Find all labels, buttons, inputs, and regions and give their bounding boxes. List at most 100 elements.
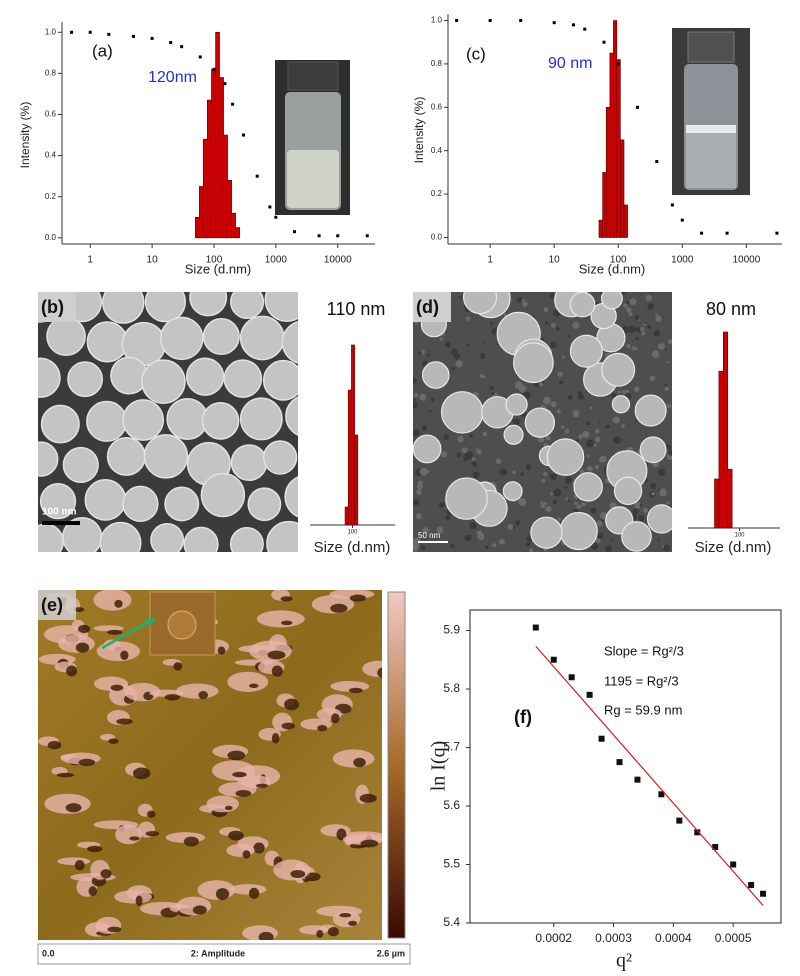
- image-label: (e): [41, 595, 63, 615]
- particle: [284, 476, 298, 518]
- particle: [38, 357, 61, 398]
- particle: [440, 391, 484, 434]
- texture: [496, 343, 499, 346]
- afm-feature: [271, 733, 280, 744]
- y-tick-label: 0.6: [431, 102, 443, 111]
- particle: [239, 397, 283, 441]
- y-tick-label: 1.0: [431, 16, 443, 25]
- texture: [572, 321, 580, 329]
- data-point: [292, 230, 296, 234]
- afm-feature: [359, 793, 377, 803]
- particle: [513, 342, 554, 384]
- afm-feature: [267, 650, 286, 660]
- y-tick-label: 0.4: [431, 146, 443, 155]
- particle: [281, 320, 298, 364]
- x-tick-label: 10: [549, 255, 561, 266]
- texture: [666, 501, 670, 505]
- texture: [445, 507, 448, 510]
- data-point: [169, 41, 173, 45]
- annotation: 90 nm: [548, 55, 592, 72]
- texture: [628, 312, 633, 317]
- texture: [632, 508, 639, 514]
- y-tick-label: 5.6: [443, 798, 460, 812]
- histogram-bar: [616, 59, 621, 238]
- afm-feature: [88, 886, 98, 897]
- particle: [40, 404, 80, 444]
- afm-feature: [192, 905, 207, 915]
- texture: [520, 472, 524, 477]
- texture: [668, 449, 672, 456]
- histogram-bar: [623, 204, 628, 238]
- afm-feature: [353, 757, 366, 768]
- texture: [441, 451, 448, 458]
- particle: [230, 444, 268, 482]
- afm-feature: [56, 772, 75, 778]
- x-axis-label: Size (d.nm): [314, 539, 391, 556]
- data-point: [655, 160, 659, 164]
- texture: [659, 488, 667, 497]
- afm-feature: [339, 913, 352, 918]
- particle: [62, 446, 99, 484]
- particle: [229, 526, 264, 552]
- texture: [557, 371, 564, 378]
- texture: [623, 303, 628, 308]
- afm-feature: [226, 843, 255, 857]
- texture: [515, 519, 521, 526]
- texture: [413, 377, 417, 384]
- x-axis-label: Size (d.nm): [185, 261, 251, 276]
- texture: [483, 342, 486, 345]
- texture: [550, 323, 556, 328]
- x-tick-label: 1: [487, 255, 493, 266]
- particle: [559, 511, 598, 551]
- texture: [512, 470, 517, 475]
- y-axis-label: ln I(q): [428, 741, 450, 792]
- texture: [664, 383, 667, 387]
- texture: [541, 478, 546, 483]
- data-point: [602, 40, 606, 44]
- afm-feature: [377, 667, 382, 679]
- color-bar: [387, 591, 406, 939]
- afm-feature: [258, 931, 274, 940]
- texture: [638, 515, 645, 522]
- y-tick-label: 1.0: [45, 27, 57, 36]
- afm-feature: [66, 665, 78, 677]
- texture: [418, 351, 422, 355]
- x-axis-label: Size (d.nm): [579, 261, 645, 276]
- x-tick-label: 10000: [324, 255, 352, 266]
- texture: [444, 341, 451, 348]
- afm-feature: [227, 671, 269, 692]
- texture: [556, 409, 561, 414]
- texture: [550, 401, 557, 408]
- afm-axis-start: 0.0: [42, 948, 55, 958]
- afm-feature: [273, 859, 311, 881]
- texture: [587, 465, 593, 472]
- texture: [456, 452, 461, 458]
- afm-feature: [316, 929, 324, 938]
- texture: [473, 471, 480, 479]
- vial-photo-a: [275, 60, 350, 215]
- data-point: [616, 62, 620, 66]
- data-point: [455, 19, 459, 23]
- texture: [576, 438, 580, 442]
- texture: [518, 498, 527, 507]
- particle: [247, 487, 282, 522]
- afm-feature: [106, 629, 123, 635]
- data-point: [107, 32, 111, 36]
- particle: [102, 292, 145, 324]
- texture: [594, 428, 600, 434]
- particle: [38, 441, 59, 477]
- particle: [639, 436, 667, 464]
- annotation: 1195 = Rg²/3: [604, 673, 679, 688]
- label-box: [38, 292, 76, 322]
- texture: [413, 431, 417, 437]
- afm-feature: [249, 683, 259, 689]
- data-point: [131, 34, 135, 38]
- y-tick-label: 0.2: [431, 189, 443, 198]
- texture: [564, 485, 568, 489]
- texture: [622, 389, 626, 394]
- afm-feature: [175, 683, 219, 699]
- data-point: [550, 656, 557, 663]
- texture: [561, 425, 565, 429]
- data-point: [365, 234, 369, 238]
- particle: [264, 292, 298, 322]
